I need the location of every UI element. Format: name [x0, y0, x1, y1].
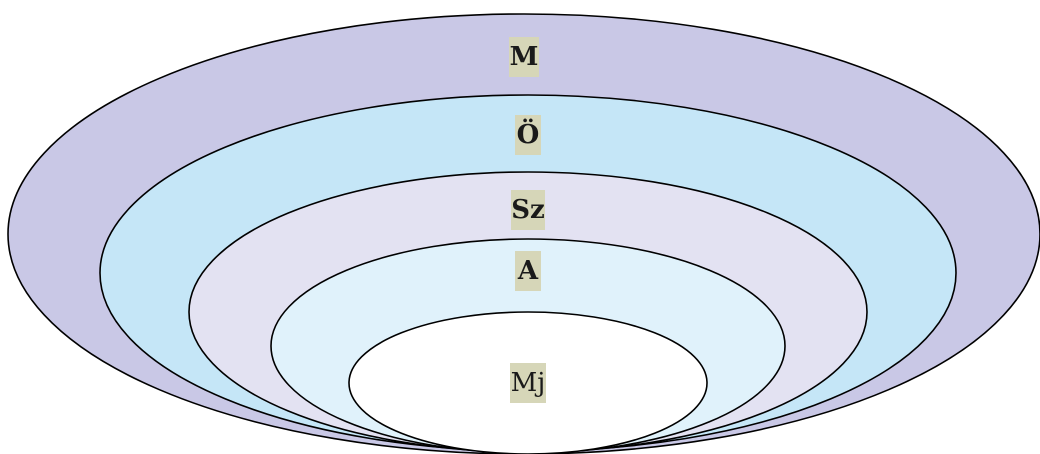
label-sz: Sz — [511, 195, 545, 225]
label-bg-a — [515, 251, 541, 291]
label-o: Ö — [517, 118, 540, 150]
label-bg-m — [509, 37, 539, 77]
label-bg-o — [515, 115, 541, 155]
label-mj: Mj — [511, 368, 546, 398]
label-m: M — [510, 42, 539, 72]
label-bg-sz — [511, 190, 545, 230]
label-a: A — [517, 256, 539, 286]
label-bg-mj — [510, 363, 546, 403]
